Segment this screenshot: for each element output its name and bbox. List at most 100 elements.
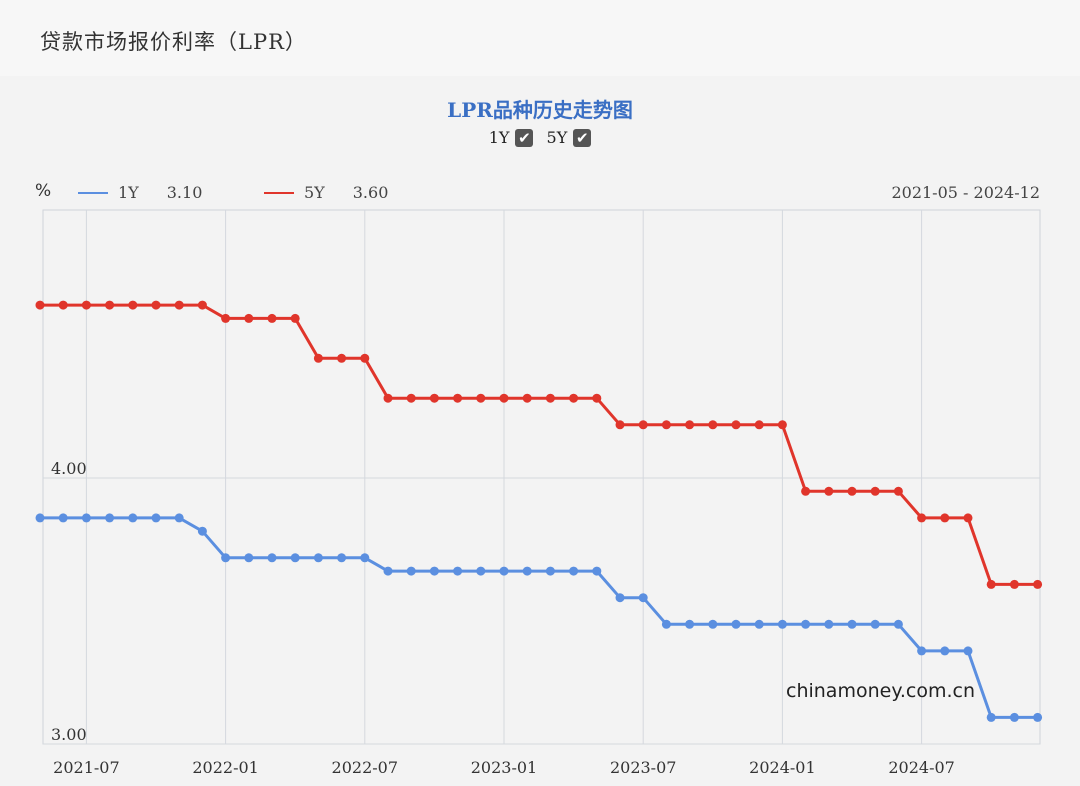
page-header: 贷款市场报价利率（LPR）: [0, 0, 1080, 76]
data-point-1y: [453, 566, 463, 576]
data-point-1y: [128, 513, 138, 523]
data-point-5y: [893, 486, 903, 496]
checkbox-checked-icon[interactable]: ✔: [573, 128, 592, 147]
data-point-5y: [569, 393, 579, 403]
data-point-5y: [522, 393, 532, 403]
legend-value-1y: 3.10: [166, 183, 203, 202]
data-point-1y: [383, 566, 393, 576]
legend-name-5y: 5Y: [304, 183, 325, 202]
data-point-1y: [406, 566, 416, 576]
data-point-5y: [963, 513, 973, 523]
data-point-5y: [35, 300, 45, 310]
data-point-1y: [58, 513, 68, 523]
data-point-1y: [661, 619, 671, 629]
data-point-1y: [545, 566, 555, 576]
data-point-1y: [615, 593, 625, 603]
toggle-5y[interactable]: 5Y ✔: [547, 128, 592, 147]
data-point-1y: [731, 619, 741, 629]
data-point-1y: [151, 513, 161, 523]
data-point-1y: [708, 619, 718, 629]
data-point-1y: [754, 619, 764, 629]
legend-item-1y: 1Y 3.10: [78, 183, 202, 202]
data-point-5y: [638, 420, 648, 430]
data-point-1y: [522, 566, 532, 576]
data-point-1y: [986, 712, 996, 722]
data-point-5y: [360, 353, 370, 363]
x-tick-label: 2023-07: [610, 758, 676, 777]
data-point-5y: [685, 420, 695, 430]
data-point-1y: [105, 513, 115, 523]
data-point-5y: [105, 300, 115, 310]
data-point-1y: [963, 646, 973, 656]
legend-value-5y: 3.60: [352, 183, 389, 202]
data-point-1y: [870, 619, 880, 629]
data-point-5y: [244, 313, 254, 323]
data-point-1y: [429, 566, 439, 576]
data-point-5y: [383, 393, 393, 403]
data-point-5y: [290, 313, 300, 323]
data-point-5y: [847, 486, 857, 496]
data-point-5y: [661, 420, 671, 430]
data-point-1y: [777, 619, 787, 629]
checkbox-checked-icon[interactable]: ✔: [515, 128, 534, 147]
data-point-1y: [360, 553, 370, 563]
data-point-1y: [499, 566, 509, 576]
data-point-5y: [128, 300, 138, 310]
data-point-1y: [1009, 712, 1019, 722]
x-tick-label: 2022-01: [192, 758, 258, 777]
data-point-5y: [406, 393, 416, 403]
data-point-5y: [221, 313, 231, 323]
y-tick-label: 4.00: [51, 459, 87, 478]
date-range: 2021-05 - 2024-12: [891, 183, 1040, 202]
data-point-1y: [893, 619, 903, 629]
toggle-5y-label: 5Y: [546, 128, 568, 147]
data-point-1y: [685, 619, 695, 629]
data-point-1y: [569, 566, 579, 576]
data-point-1y: [313, 553, 323, 563]
data-point-5y: [801, 486, 811, 496]
x-tick-label: 2024-07: [888, 758, 954, 777]
data-point-5y: [81, 300, 91, 310]
data-point-5y: [986, 579, 996, 589]
data-point-5y: [267, 313, 277, 323]
data-point-1y: [244, 553, 254, 563]
data-point-5y: [754, 420, 764, 430]
data-point-5y: [337, 353, 347, 363]
data-point-1y: [337, 553, 347, 563]
data-point-1y: [1033, 712, 1043, 722]
x-tick-label: 2022-07: [332, 758, 398, 777]
x-tick-label: 2023-01: [471, 758, 537, 777]
data-point-1y: [267, 553, 277, 563]
data-point-5y: [870, 486, 880, 496]
toggle-1y[interactable]: 1Y ✔: [489, 128, 534, 147]
legend-swatch-5y: [264, 191, 294, 194]
data-point-5y: [1033, 579, 1043, 589]
data-point-5y: [151, 300, 161, 310]
data-point-1y: [197, 526, 207, 536]
data-point-5y: [777, 420, 787, 430]
data-point-1y: [940, 646, 950, 656]
toggle-1y-label: 1Y: [488, 128, 510, 147]
data-point-1y: [638, 593, 648, 603]
chart-title: LPR品种历史走势图: [447, 98, 633, 122]
legend-name-1y: 1Y: [118, 183, 139, 202]
data-point-5y: [429, 393, 439, 403]
data-point-5y: [197, 300, 207, 310]
legend-item-5y: 5Y 3.60: [264, 183, 388, 202]
data-point-5y: [1009, 579, 1019, 589]
data-point-5y: [499, 393, 509, 403]
data-point-1y: [801, 619, 811, 629]
data-point-1y: [290, 553, 300, 563]
data-point-5y: [174, 300, 184, 310]
data-point-5y: [824, 486, 834, 496]
data-point-1y: [917, 646, 927, 656]
data-point-1y: [847, 619, 857, 629]
data-point-1y: [221, 553, 231, 563]
data-point-5y: [453, 393, 463, 403]
data-point-1y: [476, 566, 486, 576]
data-point-5y: [592, 393, 602, 403]
data-point-1y: [35, 513, 45, 523]
plot-area: [42, 209, 1041, 745]
data-point-1y: [81, 513, 91, 523]
